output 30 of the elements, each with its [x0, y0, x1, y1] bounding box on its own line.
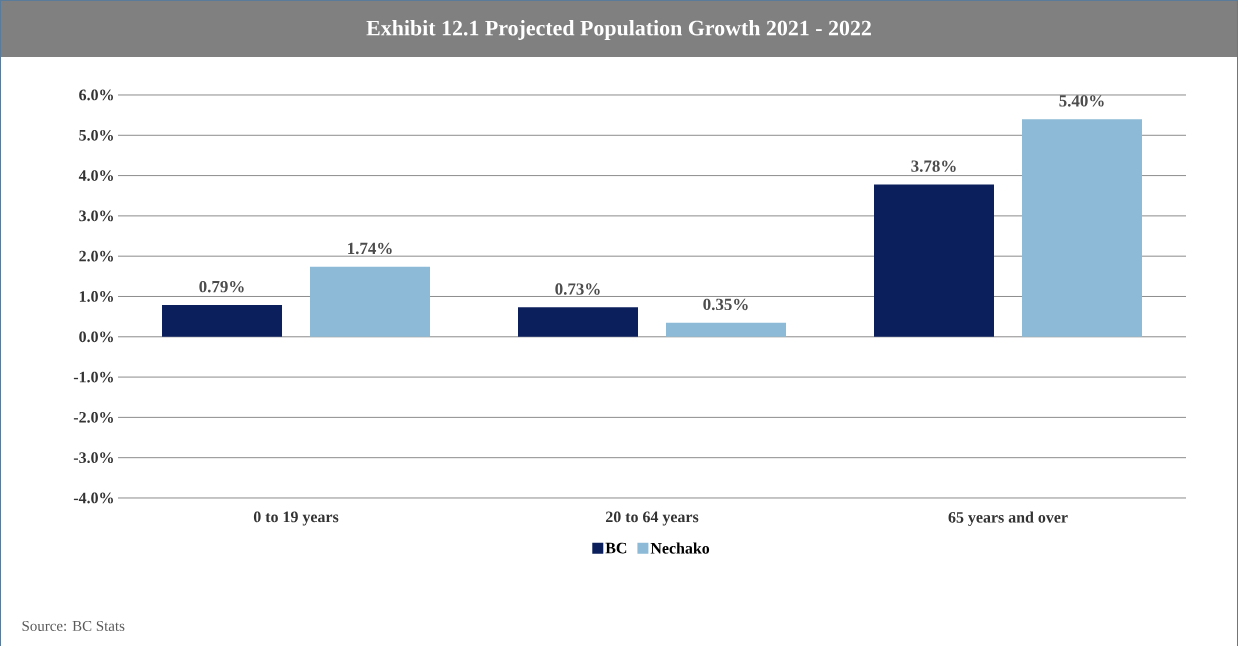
y-tick-label: 1.0% [79, 291, 113, 302]
y-tick-label: 3.0% [79, 210, 113, 222]
data-label: 0.79% [199, 280, 244, 293]
bar [518, 307, 638, 337]
legend-label: Nechako [650, 542, 710, 554]
y-tick-label: 2.0% [79, 250, 113, 262]
bar [162, 304, 283, 337]
y-tick-label: 6.0% [79, 89, 113, 101]
data-label: 5.40% [1059, 95, 1104, 107]
legend-label: BC [605, 542, 627, 554]
y-tick-label: 4.0% [78, 170, 113, 181]
x-tick-label: 0 to 19 years [253, 511, 339, 526]
y-tick-label: -3.0% [73, 452, 113, 464]
y-tick-label: -2.0% [73, 411, 113, 423]
y-tick-label: -1.0% [73, 371, 113, 383]
y-tick-label: 5.0% [79, 129, 113, 141]
y-tick-label: 0.0% [79, 331, 113, 343]
x-tick-label: 20 to 64 years [605, 511, 699, 526]
bar [666, 322, 787, 337]
source-note: Source: BC Stats [22, 620, 125, 632]
data-label: 0.35% [703, 298, 748, 311]
data-label: 3.78% [911, 160, 956, 172]
bar [874, 184, 994, 337]
data-label: 1.74% [348, 242, 392, 255]
bar [1022, 119, 1142, 337]
y-tick-label: -4.0% [73, 492, 113, 504]
bar [310, 266, 431, 337]
x-tick-label: 65 years and over [948, 511, 1068, 526]
chart-title: Exhibit 12.1 Projected Population Growth 2021 - 2022 [366, 20, 871, 40]
data-label: 0.73% [555, 283, 600, 295]
